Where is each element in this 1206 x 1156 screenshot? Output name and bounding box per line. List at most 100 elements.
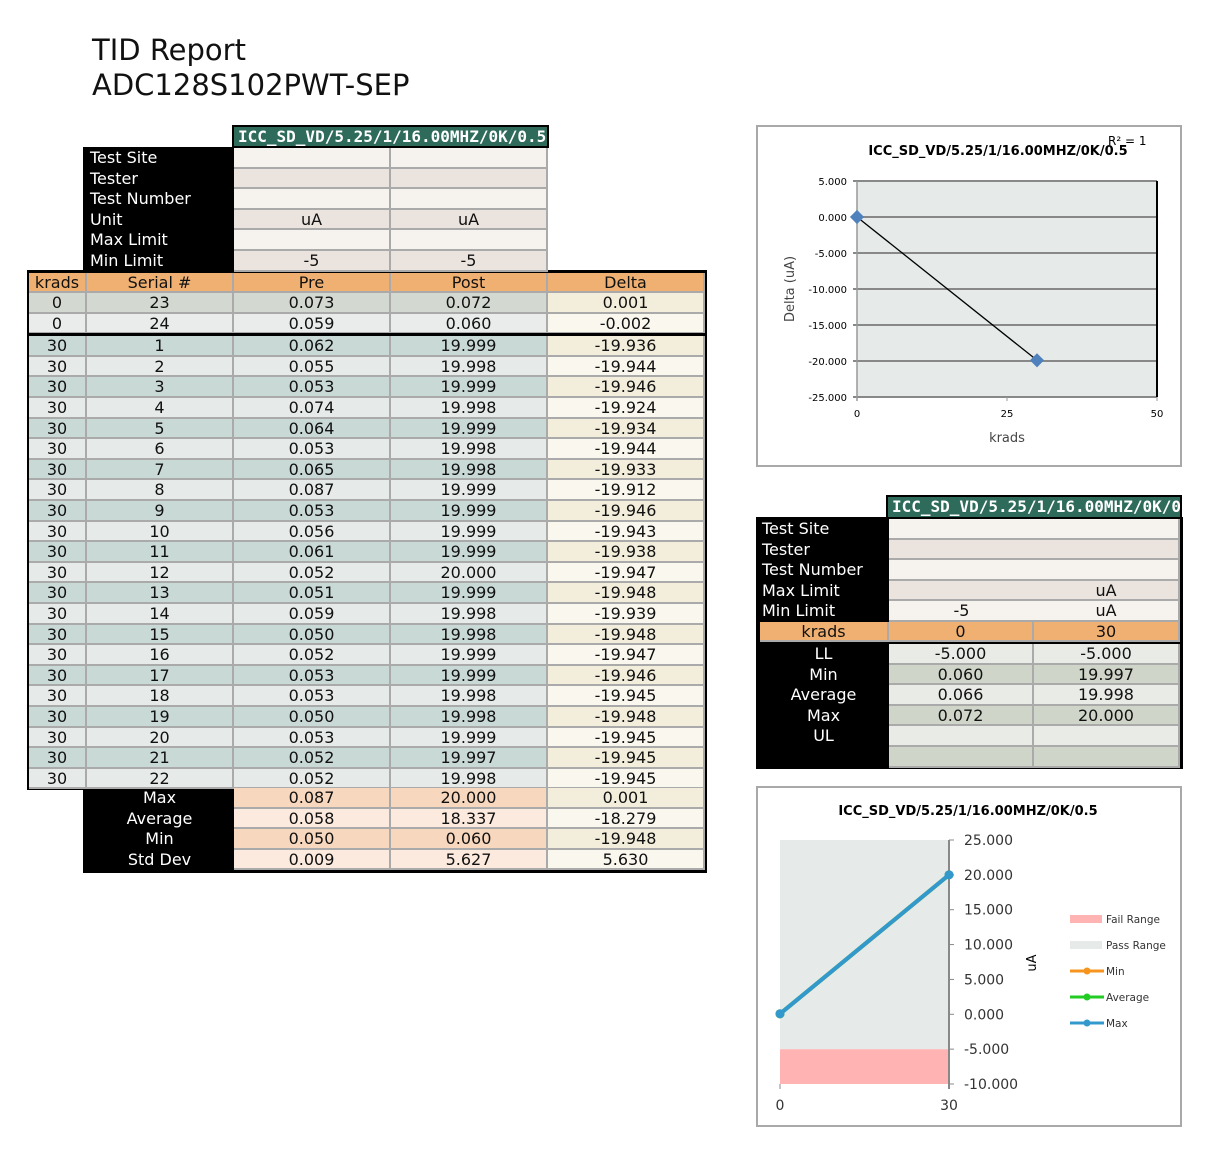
x-tick-label: 50	[1151, 409, 1164, 420]
table-cell-delta: -19.945	[548, 748, 705, 769]
table-cell-post: 19.999	[391, 542, 548, 563]
meta-pre-value: -5	[234, 251, 391, 272]
meta-label: Min Limit	[90, 251, 164, 270]
table-cell-delta: -19.948	[548, 624, 705, 646]
column-header: Serial #	[87, 273, 234, 293]
delta-chart: ICC_SD_VD/5.25/1/16.00MHZ/0K/0.5 R² = 1 5.…	[756, 125, 1182, 467]
summary-value: -5.000	[1034, 644, 1180, 665]
table-cell-serial: 2	[87, 356, 234, 378]
summary-value: 0.072	[889, 705, 1034, 727]
table-cell-serial: 24	[87, 313, 234, 335]
meta-label: Test Site	[90, 148, 158, 167]
summary-row-label: Min	[809, 664, 838, 684]
table-cell-post: 19.998	[391, 604, 548, 625]
stat-post: 5.627	[391, 849, 548, 871]
series-marker-max	[775, 1009, 785, 1019]
table-cell-pre: 0.050	[234, 624, 391, 646]
table-cell-delta: -19.947	[548, 645, 705, 666]
table-cell-serial: 8	[87, 480, 234, 501]
summary-header-cell: 30	[1034, 622, 1180, 642]
stat-delta: 0.001	[548, 788, 705, 809]
legend-swatch	[1070, 915, 1102, 923]
legend-marker	[1083, 993, 1091, 1001]
table-cell-delta: 0.001	[548, 293, 705, 314]
table-cell-serial: 22	[87, 768, 234, 790]
meta-post-value: uA	[391, 209, 548, 231]
stat-post: 0.060	[391, 829, 548, 850]
table-cell-delta: -19.936	[548, 336, 705, 357]
summary-meta-c1	[889, 519, 1034, 540]
table-cell-krads: 30	[29, 707, 87, 728]
table-cell-delta: -19.947	[548, 562, 705, 584]
table-cell-pre: 0.061	[234, 542, 391, 563]
table-cell-post: 19.998	[391, 707, 548, 728]
table-cell-pre: 0.059	[234, 604, 391, 625]
group-divider	[29, 333, 706, 335]
column-header: Post	[391, 273, 548, 293]
stat-pre: 0.087	[234, 788, 391, 809]
summary-header-cell: krads	[760, 622, 889, 642]
summary-meta-c2	[1034, 519, 1180, 540]
stat-delta: -19.948	[548, 829, 705, 850]
test-name-header: ICC_SD_VD/5.25/1/16.00MHZ/0K/0.5	[232, 125, 549, 148]
table-cell-pre: 0.062	[234, 336, 391, 357]
legend-marker	[1083, 1019, 1091, 1027]
table-cell-delta: -19.948	[548, 707, 705, 728]
meta-pre-value: uA	[234, 209, 391, 231]
summary-value: 19.997	[1034, 664, 1180, 686]
y-tick-label: -5.000	[815, 249, 847, 260]
table-cell-post: 20.000	[391, 562, 548, 584]
meta-pre-value	[234, 230, 391, 251]
table-cell-post: 0.072	[391, 293, 548, 314]
stat-label: Std Dev	[127, 849, 192, 869]
table-cell-pre: 0.073	[234, 293, 391, 314]
stat-post: 20.000	[391, 788, 548, 809]
meta-pre-value	[234, 148, 391, 169]
table-cell-pre: 0.053	[234, 665, 391, 687]
range-chart-svg: ICC_SD_VD/5.25/1/16.00MHZ/0K/0.5 25.000 20…	[775, 804, 1166, 1114]
table-cell-krads: 30	[29, 583, 87, 604]
table-cell-serial: 15	[87, 624, 234, 646]
y-tick-label: 0.000	[818, 213, 847, 224]
summary-value: 0.060	[889, 664, 1034, 686]
table-cell-pre: 0.074	[234, 398, 391, 419]
table-cell-pre: 0.065	[234, 459, 391, 481]
table-cell-post: 19.998	[391, 356, 548, 378]
summary-meta-c1	[889, 560, 1034, 581]
x-tick-label: 25	[1001, 409, 1014, 420]
table-cell-pre: 0.053	[234, 439, 391, 460]
table-cell-serial: 16	[87, 645, 234, 666]
y-tick-label: 10.000	[964, 938, 1013, 954]
y-tick-label: 20.000	[964, 868, 1013, 884]
summary-meta-c2: uA	[1034, 580, 1180, 602]
table-cell-serial: 12	[87, 562, 234, 584]
summary-meta-c1	[889, 539, 1034, 561]
summary-meta-c2: uA	[1034, 601, 1180, 622]
table-cell-pre: 0.052	[234, 562, 391, 584]
table-cell-krads: 30	[29, 377, 87, 398]
table-cell-pre: 0.050	[234, 707, 391, 728]
table-cell-delta: -19.938	[548, 542, 705, 563]
table-cell-serial: 5	[87, 418, 234, 440]
stat-label: Max	[142, 788, 177, 807]
table-cell-pre: 0.055	[234, 356, 391, 378]
y-tick-label: -5.000	[964, 1042, 1009, 1058]
range-chart: ICC_SD_VD/5.25/1/16.00MHZ/0K/0.5 25.000 20…	[756, 786, 1182, 1127]
summary-meta-label: Min Limit	[762, 601, 836, 621]
table-cell-pre: 0.052	[234, 768, 391, 790]
stat-label: Average	[126, 808, 193, 828]
table-cell-krads: 30	[29, 459, 87, 481]
table-cell-pre: 0.053	[234, 501, 391, 522]
meta-post-value	[391, 168, 548, 190]
legend-label: Fail Range	[1106, 914, 1160, 926]
chart-title: ICC_SD_VD/5.25/1/16.00MHZ/0K/0.5	[868, 144, 1127, 159]
summary-test-name-header: ICC_SD_VD/5.25/1/16.00MHZ/0K/0.5	[886, 495, 1182, 519]
legend-label: Pass Range	[1106, 940, 1166, 952]
table-cell-post: 19.999	[391, 501, 548, 522]
y-tick-label: 25.000	[964, 833, 1013, 849]
stat-pre: 0.050	[234, 829, 391, 850]
meta-label: Tester	[90, 168, 138, 188]
table-cell-krads: 30	[29, 562, 87, 584]
table-cell-serial: 3	[87, 377, 234, 398]
